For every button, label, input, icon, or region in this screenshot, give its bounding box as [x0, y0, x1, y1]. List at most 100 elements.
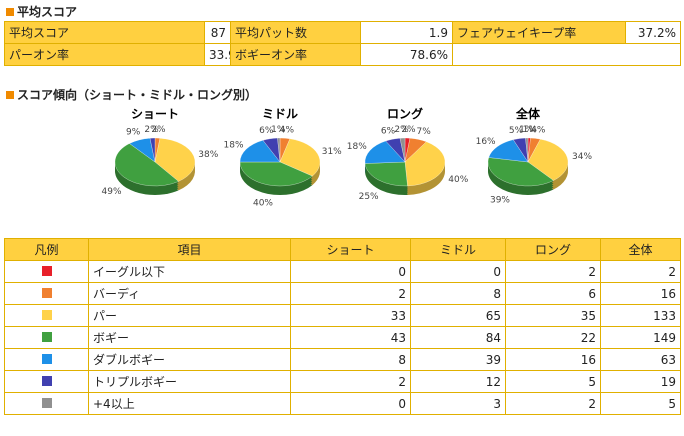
pie-label: 2% [144, 125, 159, 135]
pie-label: 5% [509, 126, 524, 136]
row-label: トリプルボギー [88, 370, 291, 393]
count-cell: 3 [410, 392, 506, 415]
row-label: イーグル以下 [88, 260, 291, 283]
section-title: 平均スコア [6, 3, 77, 20]
count-cell: 19 [600, 370, 681, 393]
column-header: ショート [290, 238, 411, 261]
pie-title: ショート [131, 107, 179, 121]
count-cell: 6 [505, 282, 601, 305]
pie-label: 1% [271, 125, 286, 135]
pie-slice [114, 143, 179, 187]
pie-label: 9% [126, 128, 141, 138]
pie-label: 18% [224, 140, 244, 150]
pie-slice [239, 140, 281, 163]
header-row: 凡例 項目 ショート ミドル ロング 全体 [4, 238, 681, 261]
pie-slice [277, 137, 281, 163]
column-header: ミドル [410, 238, 506, 261]
count-cell: 149 [600, 326, 681, 349]
stat-value: 33.9% [204, 43, 231, 66]
count-cell: 133 [600, 304, 681, 327]
pie-slice [487, 157, 554, 187]
count-cell: 8 [290, 348, 411, 371]
stat-label: パーオン率 [4, 43, 205, 66]
column-header: 全体 [600, 238, 681, 261]
count-cell: 2 [290, 282, 411, 305]
legend-cell [4, 370, 89, 393]
pie-slice [154, 138, 196, 182]
count-cell: 0 [410, 260, 506, 283]
count-cell: 35 [505, 304, 601, 327]
stat-value: 78.6% [360, 43, 453, 66]
stat-value: 1.9 [360, 21, 453, 44]
legend-cell [4, 348, 89, 371]
count-cell: 43 [290, 326, 411, 349]
pie-slice [239, 161, 313, 187]
legend-cell [4, 260, 89, 283]
stat-label: ボギーオン率 [230, 43, 361, 66]
empty-cell [452, 43, 681, 66]
count-cell: 65 [410, 304, 506, 327]
pie-label: 18% [347, 142, 367, 152]
legend-swatch [41, 265, 52, 276]
legend-cell [4, 282, 89, 305]
summary-table: 平均スコア87平均パット数1.9フェアウェイキープ率37.2%パーオン率33.9… [4, 21, 681, 66]
stat-value: 37.2% [625, 21, 681, 44]
pie-label: 16% [476, 137, 496, 147]
count-cell: 2 [505, 260, 601, 283]
pie-label: 40% [448, 175, 468, 185]
count-cell: 16 [505, 348, 601, 371]
legend-cell [4, 304, 89, 327]
count-cell: 5 [600, 392, 681, 415]
pie-label: 39% [490, 195, 510, 205]
count-cell: 2 [505, 392, 601, 415]
pie-label: 2% [394, 125, 409, 135]
row-label: パー [88, 304, 291, 327]
pie-label: 2% [401, 125, 416, 135]
count-cell: 63 [600, 348, 681, 371]
column-header: 項目 [88, 238, 291, 261]
stat-label: 平均スコア [4, 21, 205, 44]
table-row: トリプルボギー 2 12 5 19 [4, 370, 681, 393]
count-cell: 12 [410, 370, 506, 393]
table-row: ボギー 43 84 22 149 [4, 326, 681, 349]
stat-value: 87 [204, 21, 231, 44]
count-cell: 22 [505, 326, 601, 349]
stat-label: フェアウェイキープ率 [452, 21, 626, 44]
table-row: イーグル以下 0 0 2 2 [4, 260, 681, 283]
summary-row: 平均スコア 87 平均パット数 1.9 フェアウェイキープ率 37.2% [4, 21, 681, 44]
legend-cell [4, 326, 89, 349]
table-row: ダブルボギー 8 39 16 63 [4, 348, 681, 371]
pie-label: 38% [198, 150, 218, 160]
pie-label: 4% [531, 126, 546, 136]
count-cell: 33 [290, 304, 411, 327]
pie-slice [364, 140, 406, 164]
row-label: バーディ [88, 282, 291, 305]
legend-swatch [41, 331, 52, 342]
count-cell: 84 [410, 326, 506, 349]
pie-slice [149, 137, 156, 163]
count-cell: 2 [290, 370, 411, 393]
pie-slice [279, 138, 321, 177]
pie-label: 1% [523, 125, 538, 135]
table-row: パー 33 65 35 133 [4, 304, 681, 327]
score-table: 凡例 項目 ショート ミドル ロング 全体 イーグル以下 0 0 2 2 バーディ 2 8 6 16 パー 33 6… [4, 238, 681, 415]
pie-label: 6% [381, 127, 396, 137]
pie-label: 25% [359, 192, 379, 202]
section-title: スコア傾向（ショート・ミドル・ロング別） [6, 86, 257, 103]
count-cell: 5 [505, 370, 601, 393]
count-cell: 0 [290, 392, 411, 415]
pie-label: 1% [519, 125, 534, 135]
column-header: 凡例 [4, 238, 89, 261]
legend-swatch [41, 397, 52, 408]
pie-label: 7% [416, 127, 431, 137]
count-cell: 2 [600, 260, 681, 283]
pie-title: ミドル [262, 107, 298, 121]
stat-label: 平均パット数 [230, 21, 361, 44]
legend-swatch [41, 287, 52, 298]
pie-slice [527, 139, 569, 181]
legend-swatch [41, 309, 52, 320]
pie-label: 40% [253, 198, 273, 208]
pie-title: 全体 [515, 106, 541, 121]
